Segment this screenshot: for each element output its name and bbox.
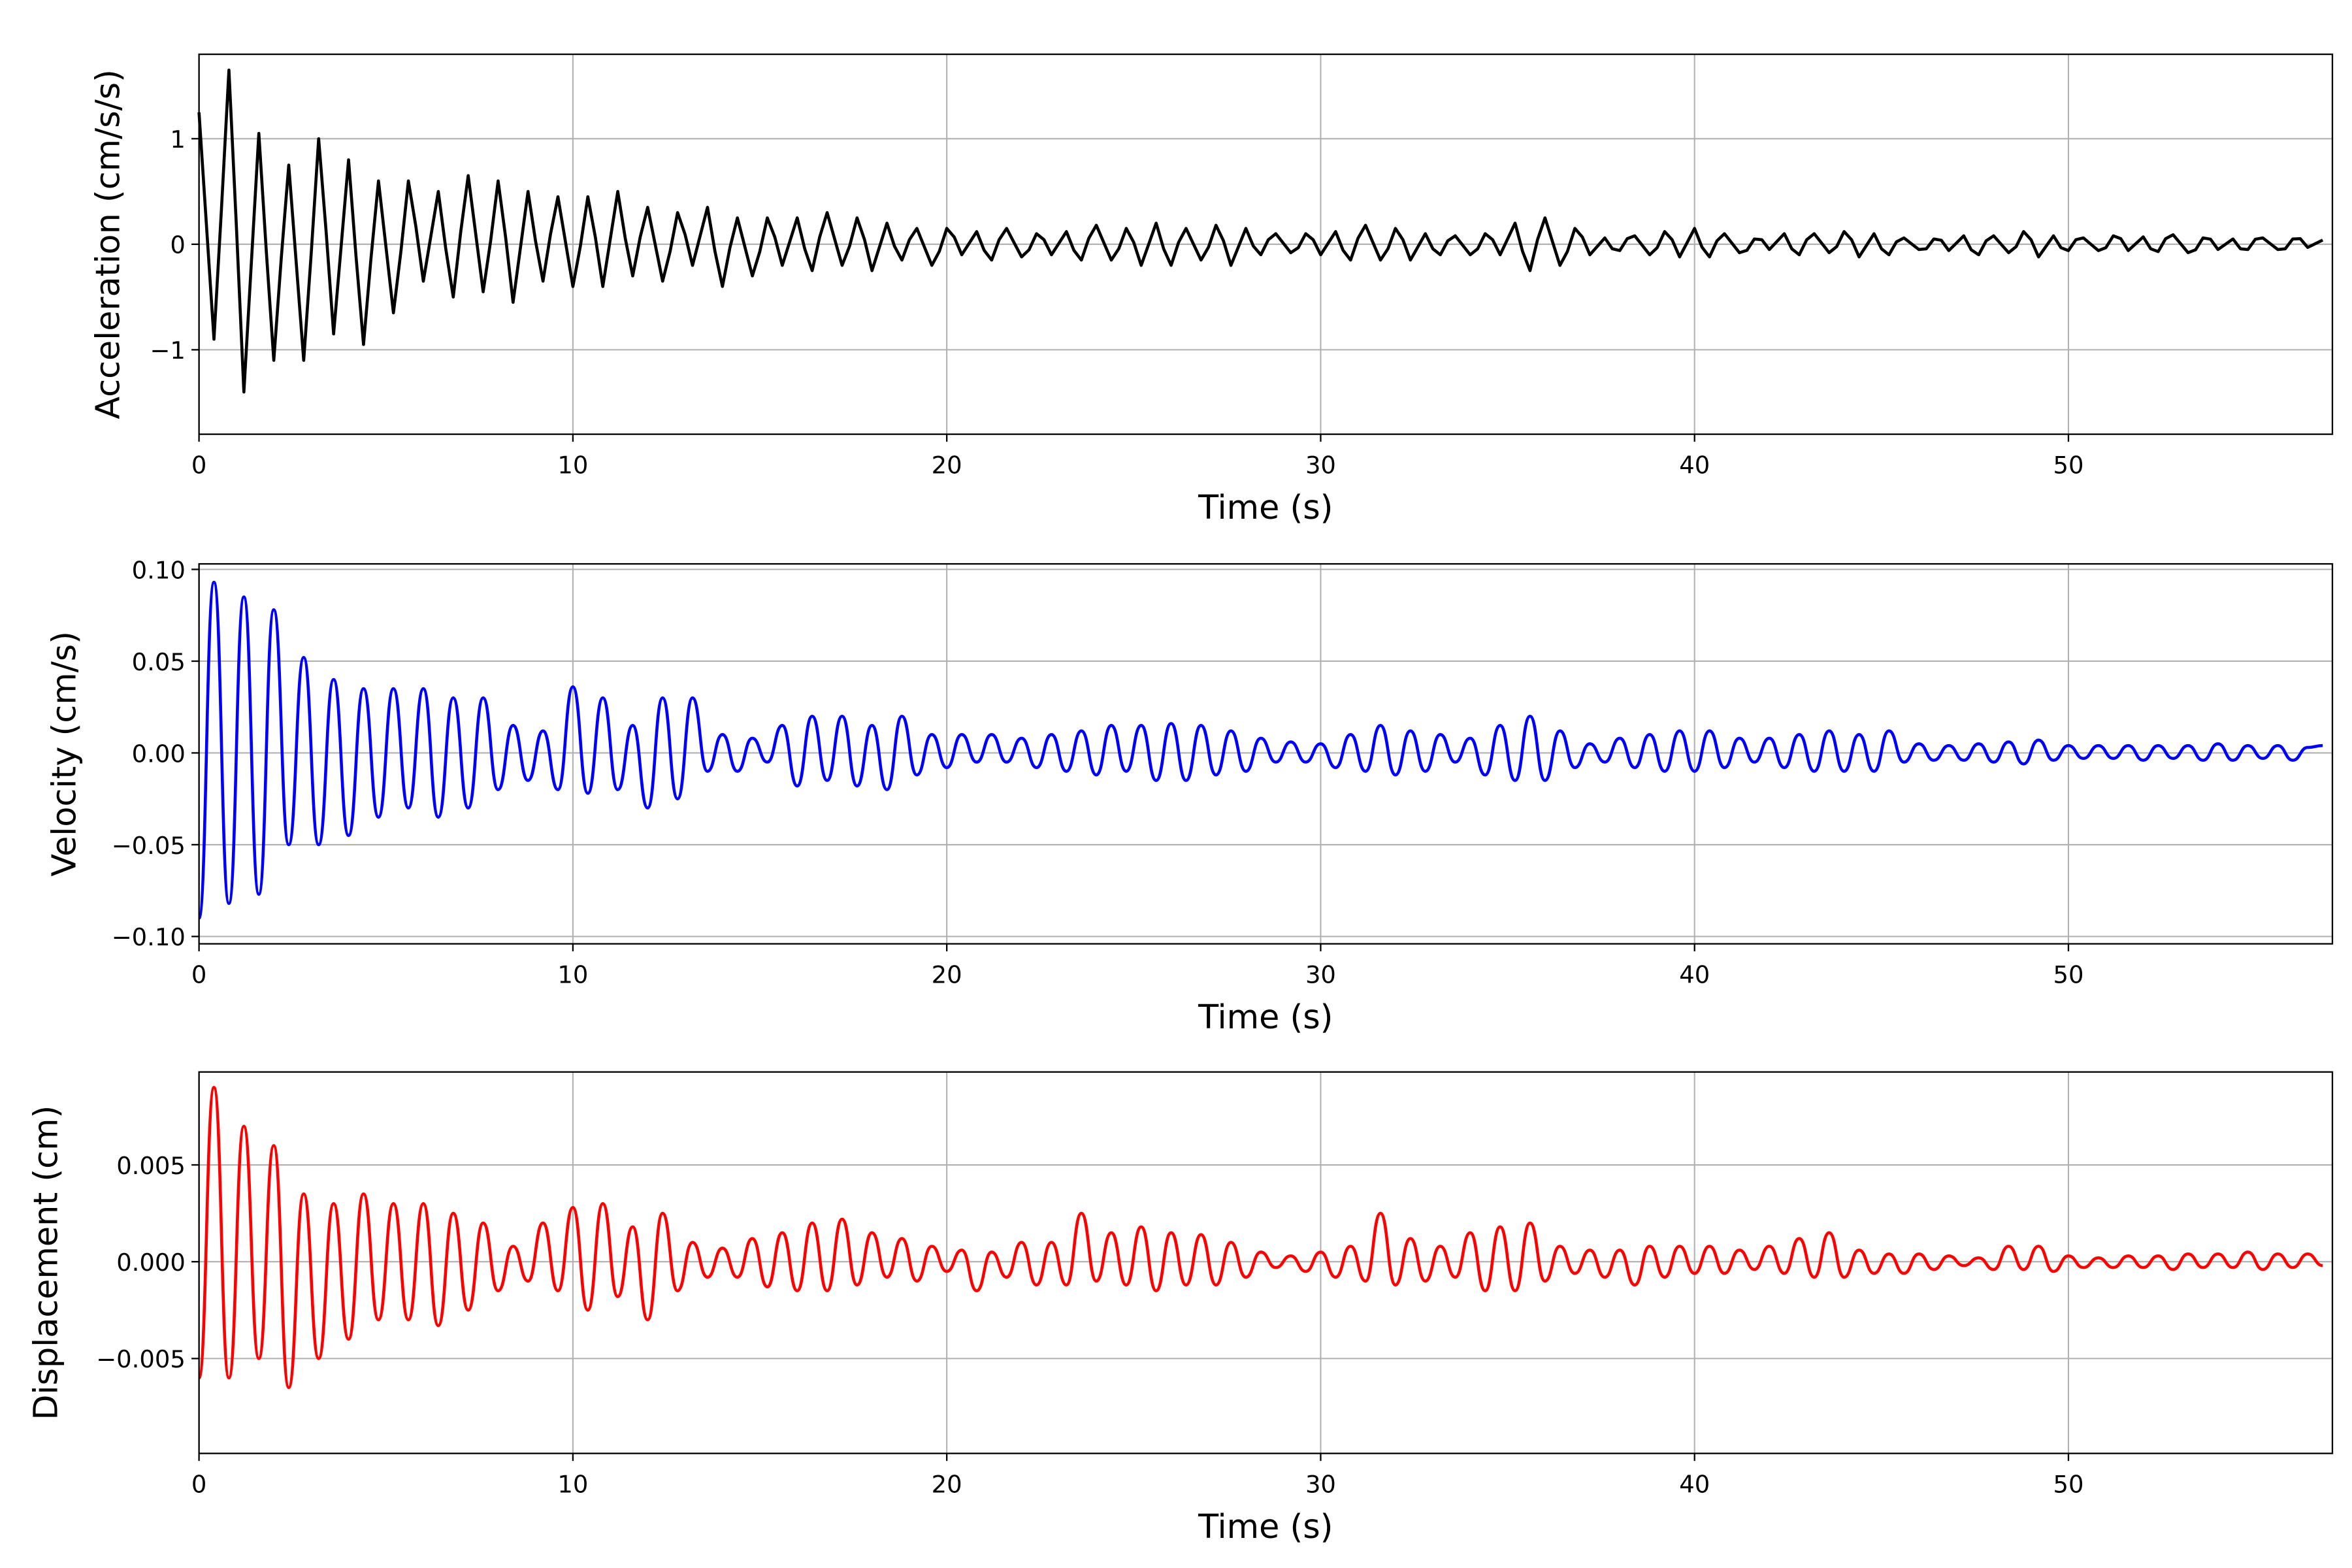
x-tick-label: 10 — [557, 961, 588, 989]
y-tick-label: −0.10 — [112, 923, 186, 951]
y-tick-label: 0.10 — [132, 556, 186, 584]
x-tick-label: 10 — [557, 451, 588, 480]
x-tick-label: 20 — [932, 451, 962, 480]
y-tick-label: 0.00 — [132, 740, 186, 768]
y-tick-label: 0.000 — [116, 1249, 186, 1277]
axes-frame — [198, 563, 2334, 945]
x-tick-label: 0 — [191, 961, 206, 989]
x-tick-label: 0 — [191, 451, 206, 480]
x-tick-label: 20 — [932, 961, 962, 989]
displacement-panel: 0 10 20 30 40 50 −0.005 0.000 0.005 Time (s) Displ… — [27, 1071, 2334, 1546]
velocity-panel: 0 10 20 30 40 50 −0.10 −0.05 0.00 0.05 0.10 Time (s… — [44, 556, 2334, 1036]
y-tick-label: −0.05 — [112, 832, 186, 860]
y-axis-label: Displacement (cm) — [27, 1105, 65, 1420]
acceleration-panel: 0 10 20 30 40 50 −1 0 1 Time (s) Acceleration (cm/… — [88, 53, 2334, 527]
axes-frame — [198, 1071, 2334, 1454]
axes-frame — [198, 53, 2334, 435]
y-tick-label: −0.005 — [96, 1345, 186, 1373]
y-tick-label: 0.05 — [132, 648, 186, 676]
x-axis-label: Time (s) — [1198, 1507, 1333, 1546]
x-tick-label: 50 — [2053, 451, 2083, 480]
x-tick-label: 20 — [932, 1471, 962, 1499]
x-tick-label: 40 — [1679, 1471, 1710, 1499]
velocity-series-line — [197, 580, 2323, 920]
x-tick-label: 30 — [1305, 961, 1336, 989]
x-tick-label: 30 — [1305, 451, 1336, 480]
x-axis-label: Time (s) — [1198, 998, 1333, 1036]
x-tick-label: 30 — [1305, 1471, 1336, 1499]
y-tick-label: 0.005 — [116, 1152, 186, 1180]
x-tick-label: 0 — [191, 1471, 206, 1499]
x-axis-label: Time (s) — [1198, 488, 1333, 527]
y-tick-label: 0 — [170, 231, 185, 259]
displacement-series-line — [197, 1086, 2323, 1390]
acceleration-series-line — [197, 68, 2324, 394]
x-tick-label: 10 — [557, 1471, 588, 1499]
y-axis-label: Velocity (cm/s) — [44, 631, 83, 877]
y-axis-label: Acceleration (cm/s/s) — [88, 69, 127, 419]
x-tick-label: 40 — [1679, 451, 1710, 480]
x-tick-label: 50 — [2053, 961, 2083, 989]
y-tick-label: 1 — [170, 125, 185, 154]
x-tick-label: 50 — [2053, 1471, 2083, 1499]
y-tick-label: −1 — [150, 336, 185, 365]
x-tick-label: 40 — [1679, 961, 1710, 989]
